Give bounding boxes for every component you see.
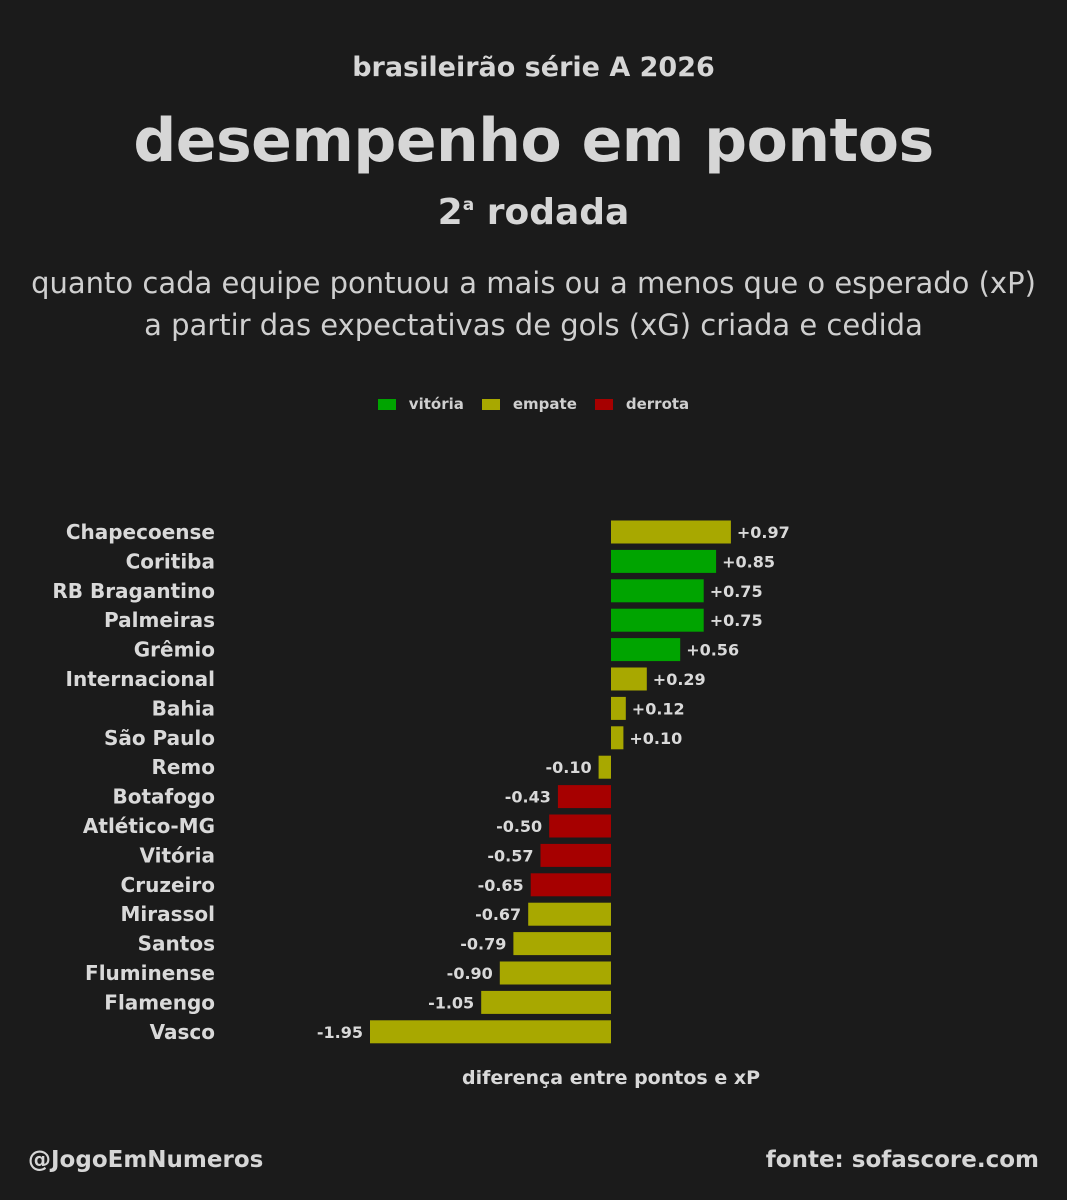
subtitle-line-1: quanto cada equipe pontuou a mais ou a m… xyxy=(31,266,1036,300)
value-label-rb-bragantino: +0.75 xyxy=(710,582,763,601)
bar-chapecoense xyxy=(611,520,731,544)
category-label-sao-paulo: São Paulo xyxy=(104,726,215,750)
category-label-santos: Santos xyxy=(138,932,215,956)
legend-item-empate: empate xyxy=(481,395,577,413)
value-label-bahia: +0.12 xyxy=(632,699,685,718)
value-label-atletico-mg: -0.50 xyxy=(496,817,542,836)
value-label-mirassol: -0.67 xyxy=(475,905,521,924)
category-label-flamengo: Flamengo xyxy=(104,990,215,1014)
bar-rb-bragantino xyxy=(611,579,704,603)
round-number: 2 xyxy=(437,192,463,233)
bar-sao-paulo xyxy=(611,726,624,750)
value-label-vasco: -1.95 xyxy=(317,1023,363,1042)
legend-swatch-derrota xyxy=(594,398,613,410)
x-axis-label: diferença entre pontos e xP xyxy=(462,1067,760,1089)
bar-cruzeiro xyxy=(530,873,611,897)
value-label-internacional: +0.29 xyxy=(653,670,706,689)
chart-title: desempenho em pontos xyxy=(133,106,934,176)
bar-coritiba xyxy=(611,549,717,573)
category-label-vasco: Vasco xyxy=(150,1020,215,1044)
value-label-fluminense: -0.90 xyxy=(447,964,493,983)
chart-supertitle: brasileirão série A 2026 xyxy=(352,52,715,83)
value-label-palmeiras: +0.75 xyxy=(710,611,763,630)
bar-flamengo xyxy=(481,990,611,1014)
value-label-chapecoense: +0.97 xyxy=(737,523,790,542)
bar-botafogo xyxy=(557,785,611,809)
category-label-botafogo: Botafogo xyxy=(112,785,215,809)
bar-remo xyxy=(598,755,611,779)
category-label-internacional: Internacional xyxy=(66,667,215,691)
value-label-sao-paulo: +0.10 xyxy=(629,729,682,748)
bar-palmeiras xyxy=(611,608,704,632)
bar-fluminense xyxy=(499,961,611,985)
value-label-flamengo: -1.05 xyxy=(428,993,474,1012)
round-word: rodada xyxy=(486,192,630,233)
author-handle: @JogoEmNumeros xyxy=(28,1147,264,1173)
value-label-vitoria: -0.57 xyxy=(487,846,533,865)
legend: vitória empate derrota xyxy=(0,395,1067,413)
category-label-mirassol: Mirassol xyxy=(120,902,215,926)
legend-label-vitoria: vitória xyxy=(408,395,464,413)
value-label-botafogo: -0.43 xyxy=(505,788,551,807)
bar-internacional xyxy=(611,667,647,691)
round-ordinal: a xyxy=(462,195,475,215)
bar-vasco xyxy=(370,1020,611,1044)
category-label-rb-bragantino: RB Bragantino xyxy=(52,579,215,603)
legend-label-derrota: derrota xyxy=(625,395,690,413)
category-label-bahia: Bahia xyxy=(152,696,215,720)
round-title: 2a rodada xyxy=(0,192,1067,233)
legend-swatch-empate xyxy=(481,398,500,410)
value-label-gremio: +0.56 xyxy=(686,641,739,660)
bar-gremio xyxy=(611,638,681,662)
category-label-chapecoense: Chapecoense xyxy=(66,520,215,544)
category-label-atletico-mg: Atlético-MG xyxy=(83,814,215,838)
bar-vitoria xyxy=(540,843,611,867)
bar-atletico-mg xyxy=(549,814,611,838)
bar-mirassol xyxy=(528,902,611,926)
legend-swatch-vitoria xyxy=(377,398,396,410)
category-label-fluminense: Fluminense xyxy=(85,961,215,985)
value-label-remo: -0.10 xyxy=(545,758,591,777)
legend-item-vitoria: vitória xyxy=(377,395,464,413)
value-label-coritiba: +0.85 xyxy=(722,552,775,571)
legend-label-empate: empate xyxy=(512,395,577,413)
category-label-cruzeiro: Cruzeiro xyxy=(121,873,215,897)
value-label-cruzeiro: -0.65 xyxy=(478,876,524,895)
category-label-remo: Remo xyxy=(151,755,215,779)
category-label-palmeiras: Palmeiras xyxy=(104,608,215,632)
bar-bahia xyxy=(611,696,626,720)
chart-subtitle: quanto cada equipe pontuou a mais ou a m… xyxy=(0,262,1067,346)
bar-santos xyxy=(513,932,611,956)
legend-item-derrota: derrota xyxy=(594,395,690,413)
category-label-coritiba: Coritiba xyxy=(126,549,215,573)
category-label-vitoria: Vitória xyxy=(140,843,216,867)
source-credit: fonte: sofascore.com xyxy=(765,1147,1039,1173)
subtitle-line-2: a partir das expectativas de gols (xG) c… xyxy=(144,308,923,342)
value-label-santos: -0.79 xyxy=(460,935,506,954)
category-label-gremio: Grêmio xyxy=(134,638,215,662)
